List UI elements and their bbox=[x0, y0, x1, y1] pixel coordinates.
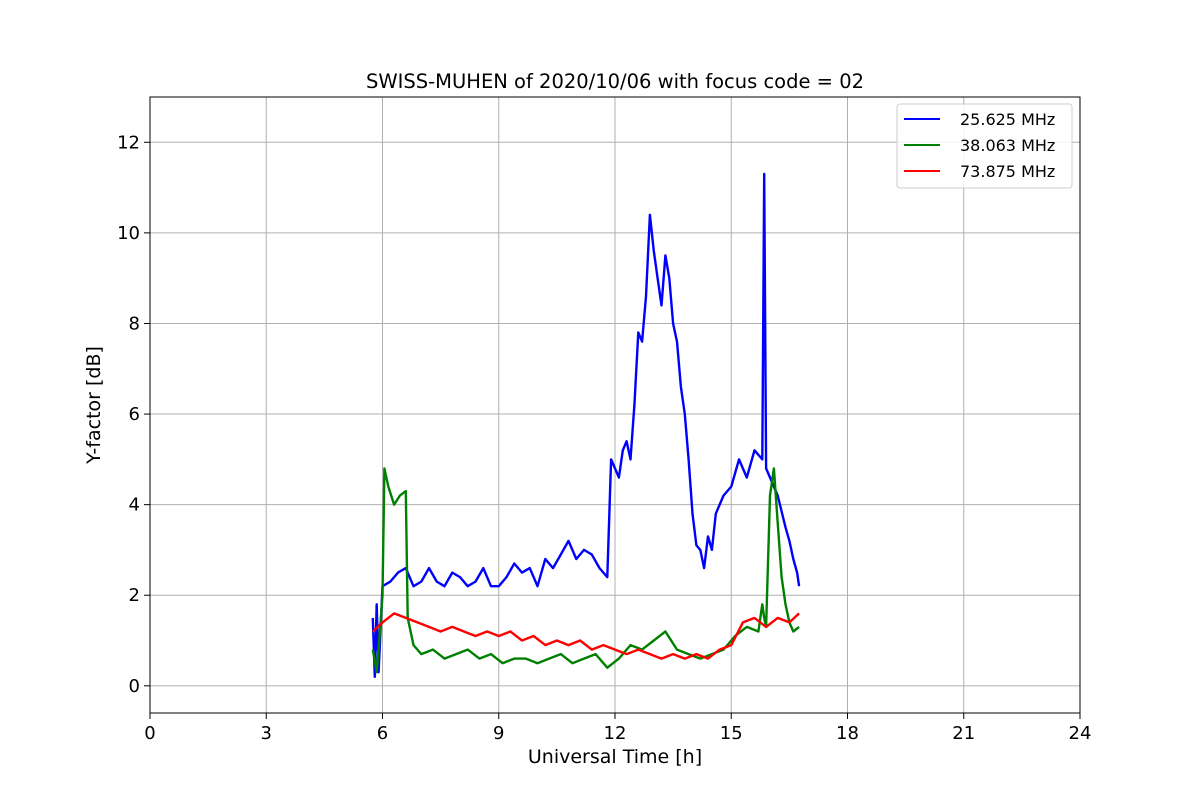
legend: 25.625 MHz 38.063 MHz 73.875 MHz bbox=[896, 103, 1073, 189]
y-tick-label: 6 bbox=[129, 404, 140, 425]
series-line-3 bbox=[371, 612, 800, 660]
y-tick-label: 8 bbox=[129, 313, 140, 334]
x-tick-label: 0 bbox=[144, 723, 155, 744]
x-axis-label: Universal Time [h] bbox=[528, 746, 702, 768]
x-tick-label: 9 bbox=[493, 723, 504, 744]
x-tick-label: 18 bbox=[836, 723, 859, 744]
y-tick-label: 10 bbox=[117, 223, 140, 244]
y-tick-label: 0 bbox=[129, 676, 140, 697]
y-tick-label: 4 bbox=[129, 495, 140, 516]
series-line-1 bbox=[371, 172, 801, 678]
y-tick-label: 12 bbox=[117, 132, 140, 153]
x-tick-label: 12 bbox=[604, 723, 627, 744]
series-lines bbox=[371, 172, 801, 678]
x-tick-label: 3 bbox=[261, 723, 272, 744]
x-tick-label: 24 bbox=[1069, 723, 1092, 744]
y-axis-label: Y-factor [dB] bbox=[83, 346, 105, 465]
x-tick-label: 6 bbox=[377, 723, 388, 744]
series-line-2 bbox=[371, 467, 800, 674]
y-ticks: 0 2 4 6 8 10 12 bbox=[117, 132, 150, 697]
x-ticks: 0 3 6 9 12 15 18 21 24 bbox=[144, 713, 1091, 744]
legend-label-2: 38.063 MHz bbox=[960, 136, 1055, 155]
grid bbox=[149, 97, 1081, 713]
y-tick-label: 2 bbox=[129, 585, 140, 606]
legend-label-3: 73.875 MHz bbox=[960, 162, 1055, 181]
legend-box bbox=[896, 103, 1073, 189]
x-tick-label: 21 bbox=[952, 723, 975, 744]
legend-label-1: 25.625 MHz bbox=[960, 110, 1055, 129]
x-tick-label: 15 bbox=[720, 723, 743, 744]
chart-title: SWISS-MUHEN of 2020/10/06 with focus cod… bbox=[366, 70, 864, 93]
